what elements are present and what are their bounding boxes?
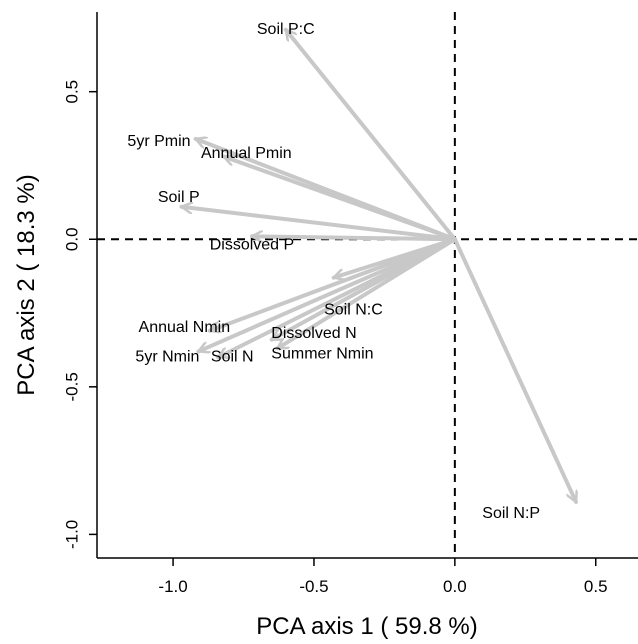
y-axis-title: PCA axis 2 ( 18.3 %) xyxy=(13,174,40,395)
vector-label-soil-p: Soil P xyxy=(158,189,200,206)
vector-label-dissolved-n: Dissolved N xyxy=(271,325,356,342)
vector-arrow-summer-nmin xyxy=(275,237,457,351)
vector-label-soil-n-c: Soil N:C xyxy=(324,301,383,318)
x-tick-label: 0.5 xyxy=(584,577,608,596)
y-tick-label: -1.0 xyxy=(62,520,81,549)
vector-labels: Soil P:C 5yr Pmin Annual Pmin Soil P Dissolv… xyxy=(127,21,540,522)
vector-arrows xyxy=(179,27,576,504)
vector-arrow-annual-nmin xyxy=(207,237,457,330)
vector-arrow-soil-p xyxy=(179,207,457,242)
vector-label-annual-pmin: Annual Pmin xyxy=(201,145,292,162)
vector-label-soil-n-p: Soil N:P xyxy=(482,505,540,522)
vector-label-5yr-nmin: 5yr Nmin xyxy=(135,349,199,366)
vector-arrow-soil-p-c xyxy=(283,27,457,242)
vector-arrow-soil-n-p xyxy=(452,237,576,504)
vector-label-soil-p-c: Soil P:C xyxy=(257,21,315,38)
vector-label-annual-nmin: Annual Nmin xyxy=(139,319,231,336)
y-axis-ticks: -1.0 -0.5 0.0 0.5 xyxy=(62,80,97,549)
y-tick-label: -0.5 xyxy=(62,372,81,401)
y-tick-label: 0.0 xyxy=(62,227,81,251)
vector-arrow-5yr-nmin xyxy=(196,237,457,351)
y-tick-label: 0.5 xyxy=(62,80,81,104)
vector-label-5yr-pmin: 5yr Pmin xyxy=(127,133,190,150)
x-tick-label: 0.0 xyxy=(443,577,467,596)
x-tick-label: -1.0 xyxy=(158,577,187,596)
vector-arrow-dissolved-p xyxy=(249,236,457,239)
x-axis-ticks: -1.0 -0.5 0.0 0.5 xyxy=(158,558,608,596)
vector-arrow-soil-n xyxy=(216,237,457,360)
vector-label-dissolved-p: Dissolved P xyxy=(210,236,294,253)
vector-label-summer-nmin: Summer Nmin xyxy=(271,346,373,363)
x-tick-label: -0.5 xyxy=(299,577,328,596)
x-axis-title: PCA axis 1 ( 59.8 %) xyxy=(256,613,477,639)
vector-arrow-annual-pmin xyxy=(221,157,457,242)
vector-label-soil-n: Soil N xyxy=(211,349,254,366)
